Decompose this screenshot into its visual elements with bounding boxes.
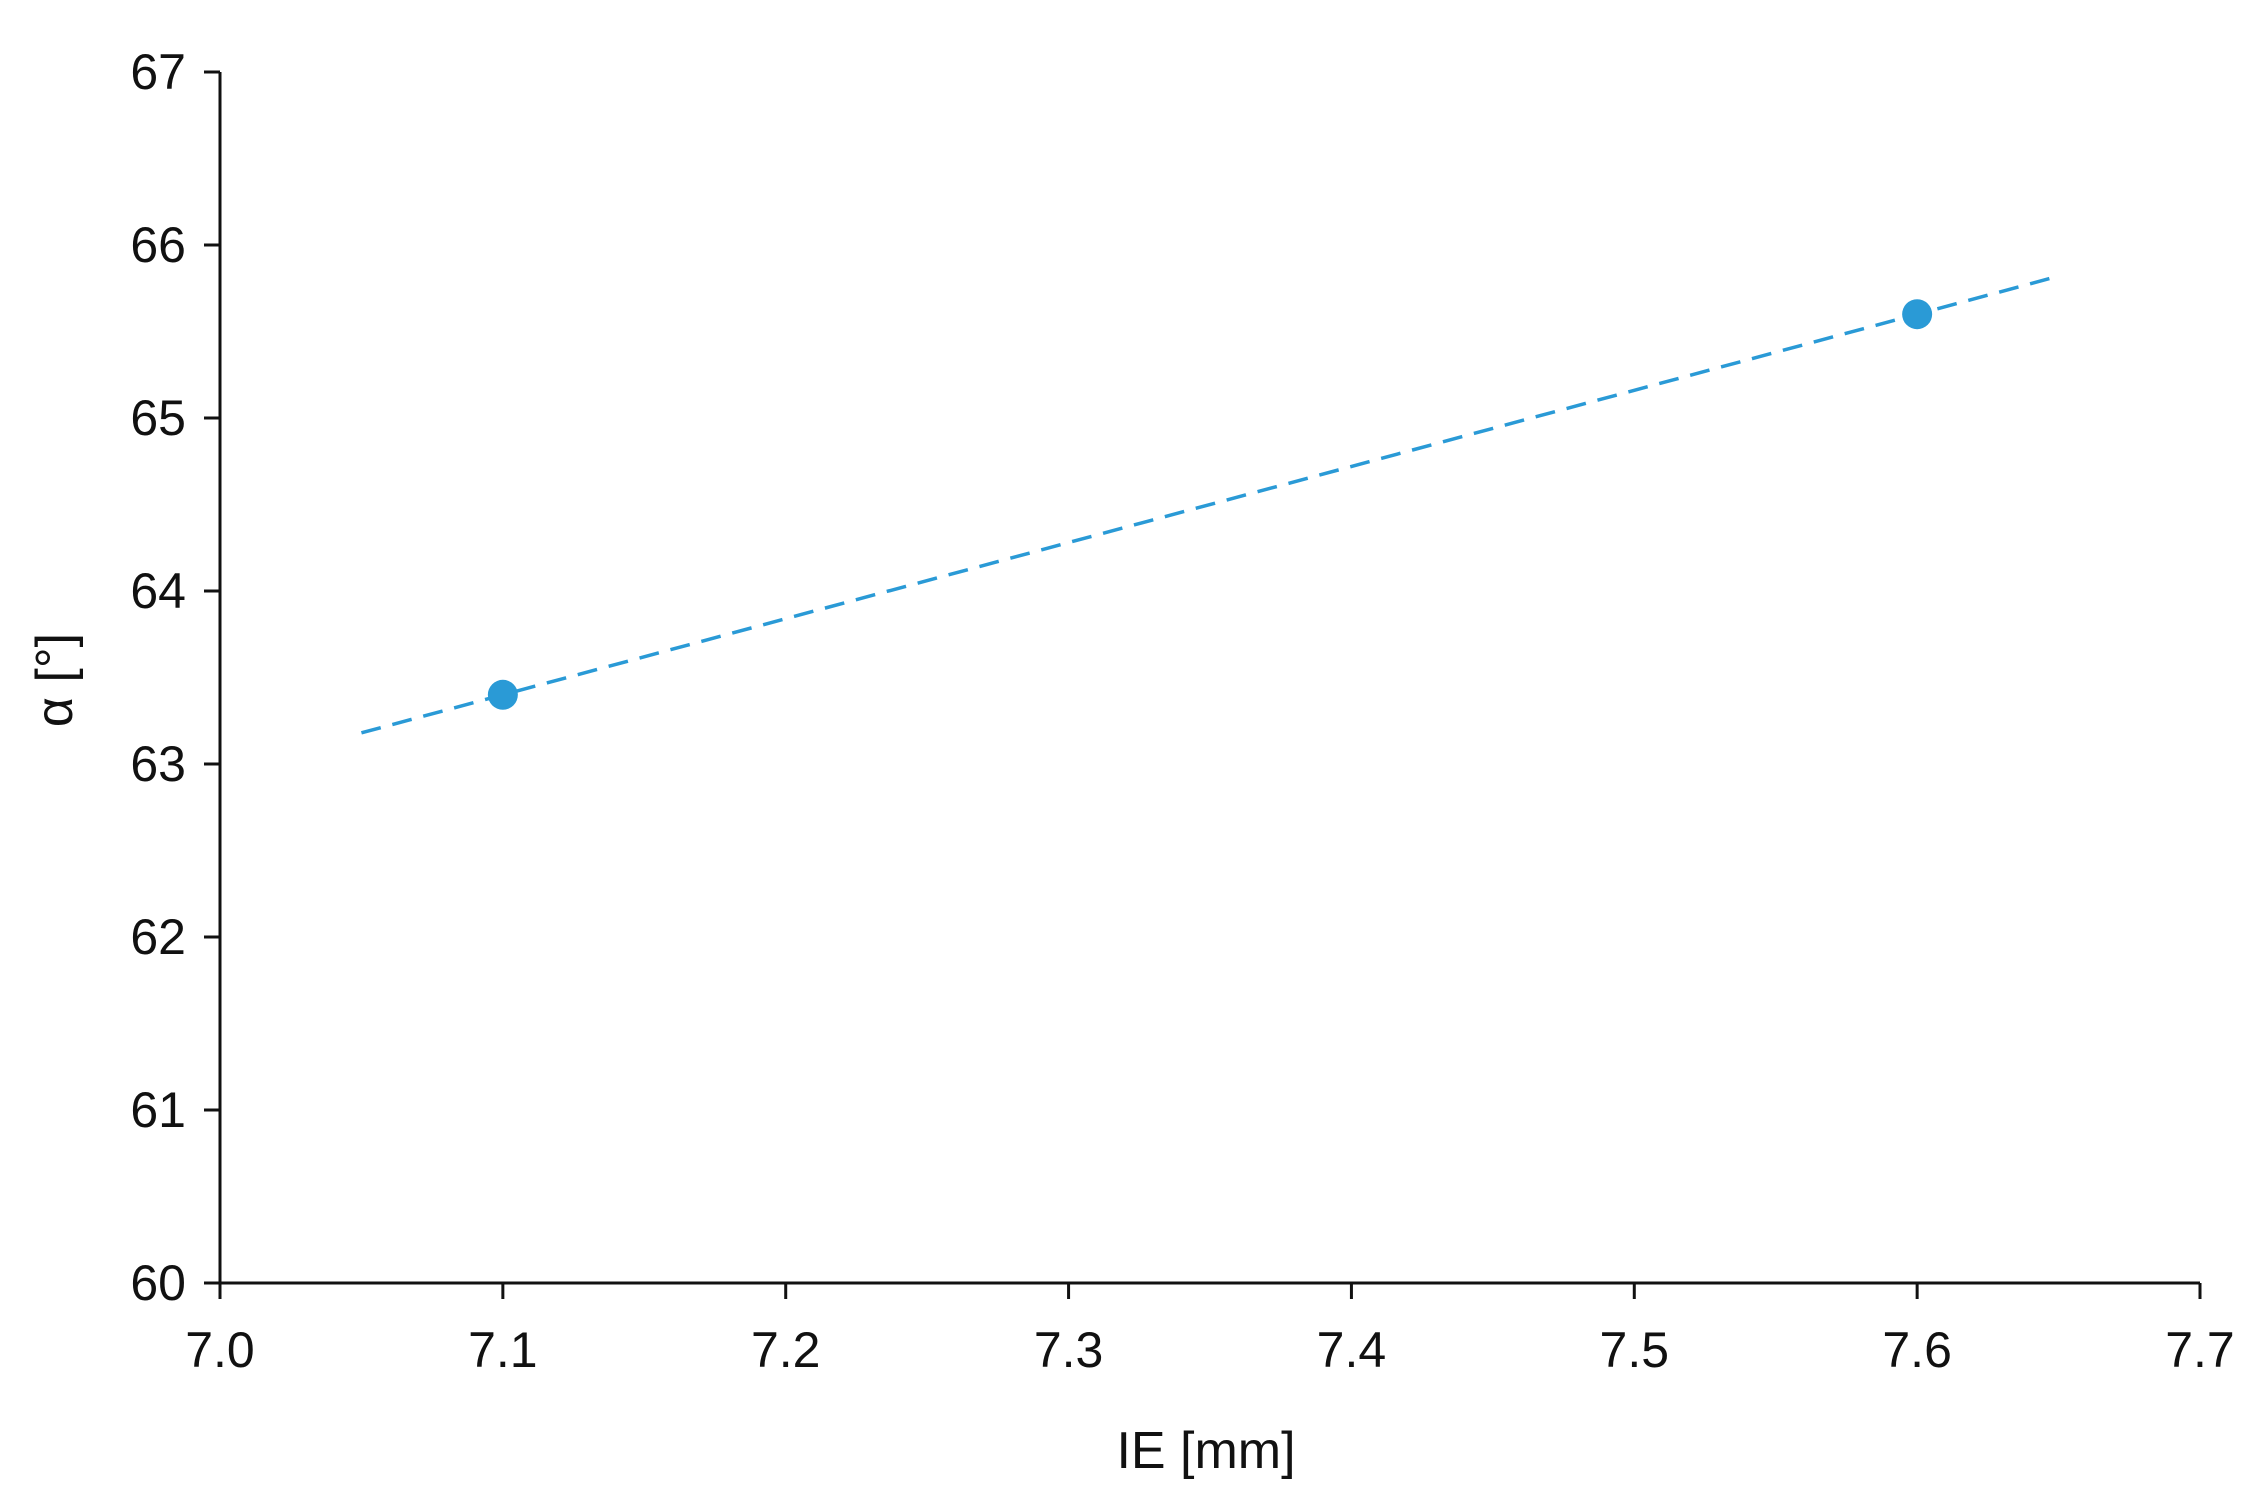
trendline-group <box>360 274 2060 735</box>
y-tick-label: 66 <box>130 217 186 273</box>
y-tick-label: 60 <box>130 1255 186 1311</box>
x-axis-title: IE [mm] <box>1116 1422 1295 1480</box>
y-axis-title: α [°] <box>26 633 84 727</box>
y-tick-label: 63 <box>130 736 186 792</box>
y-tick-label: 65 <box>130 390 186 446</box>
x-tick-label: 7.2 <box>751 1322 821 1378</box>
trendline <box>360 274 2060 735</box>
axes: 7.0 7.1 7.2 7.3 7.4 7.5 7.6 7.7 60 61 62 63 64 65 66 67 <box>130 44 2234 1378</box>
axis-labels: IE [mm] α [°] <box>26 633 1296 1480</box>
x-tick-label: 7.5 <box>1600 1322 1670 1378</box>
y-tick-label: 64 <box>130 563 186 619</box>
x-tick-label: 7.6 <box>1882 1322 1952 1378</box>
x-tick-label: 7.0 <box>185 1322 255 1378</box>
x-tick-label: 7.3 <box>1034 1322 1104 1378</box>
data-point <box>1902 299 1933 330</box>
x-tick-label: 7.7 <box>2165 1322 2235 1378</box>
y-tick-label: 61 <box>130 1082 186 1138</box>
x-tick-label: 7.1 <box>468 1322 538 1378</box>
y-tick-label: 67 <box>130 44 186 100</box>
data-points <box>487 299 1933 710</box>
x-tick-label: 7.4 <box>1317 1322 1387 1378</box>
y-tick-label: 62 <box>130 909 186 965</box>
data-point <box>487 679 518 710</box>
